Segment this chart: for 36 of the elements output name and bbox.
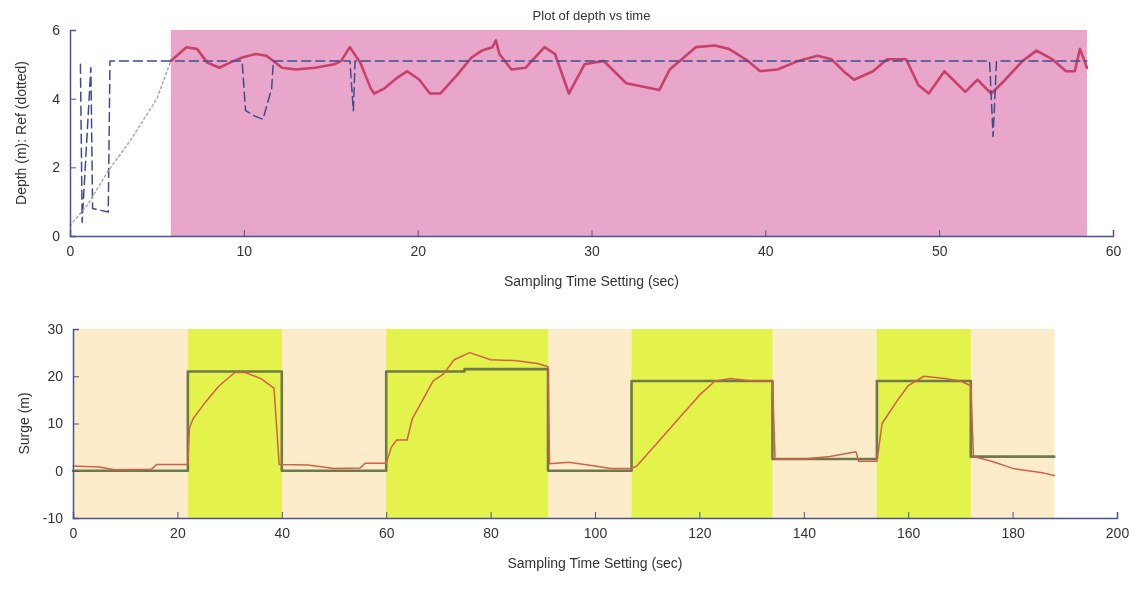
y-tick-label: 10 (47, 415, 64, 432)
y-tick-label: 2 (52, 159, 61, 176)
x-tick-label: 20 (410, 242, 427, 259)
x-tick-label: 40 (758, 242, 774, 259)
y-tick-label: 4 (52, 90, 61, 107)
line-series (72, 351, 1056, 477)
x-tick-label: 140 (792, 524, 817, 541)
y-axis-title: Surge (m) (16, 392, 32, 455)
x-tick-label: 80 (483, 524, 500, 541)
y-tick-label: 20 (47, 368, 64, 385)
line-series (79, 60, 1088, 224)
chart-title: Plot of depth vs time (532, 8, 651, 23)
line-series (169, 39, 1089, 95)
y-axis-title: Depth (m): Ref (dotted) (13, 61, 29, 205)
x-tick-label: 0 (69, 524, 78, 541)
x-tick-label: 40 (274, 524, 291, 541)
x-axis-title: Sampling Time Setting (sec) (503, 273, 680, 289)
x-axis-title: Sampling Time Setting (sec) (507, 555, 683, 571)
x-tick-label: 160 (897, 524, 921, 541)
y-tick-label: 6 (52, 21, 61, 38)
y-tick-label: 30 (47, 320, 64, 337)
x-tick-label: 60 (378, 524, 395, 541)
x-tick-label: 30 (584, 242, 600, 259)
y-tick-label: 0 (52, 227, 61, 244)
x-tick-label: 120 (688, 524, 712, 541)
x-tick-label: 50 (931, 242, 948, 259)
y-tick-label: 0 (55, 462, 64, 479)
x-tick-label: 20 (170, 524, 186, 541)
x-tick-label: 0 (66, 242, 75, 259)
x-tick-label: 200 (1105, 524, 1130, 541)
line-series (69, 60, 172, 227)
x-tick-label: 100 (583, 524, 608, 541)
x-tick-label: 180 (1001, 524, 1025, 541)
x-tick-label: 60 (1105, 242, 1122, 259)
x-tick-label: 10 (236, 242, 253, 259)
y-tick-label: -10 (42, 509, 64, 526)
